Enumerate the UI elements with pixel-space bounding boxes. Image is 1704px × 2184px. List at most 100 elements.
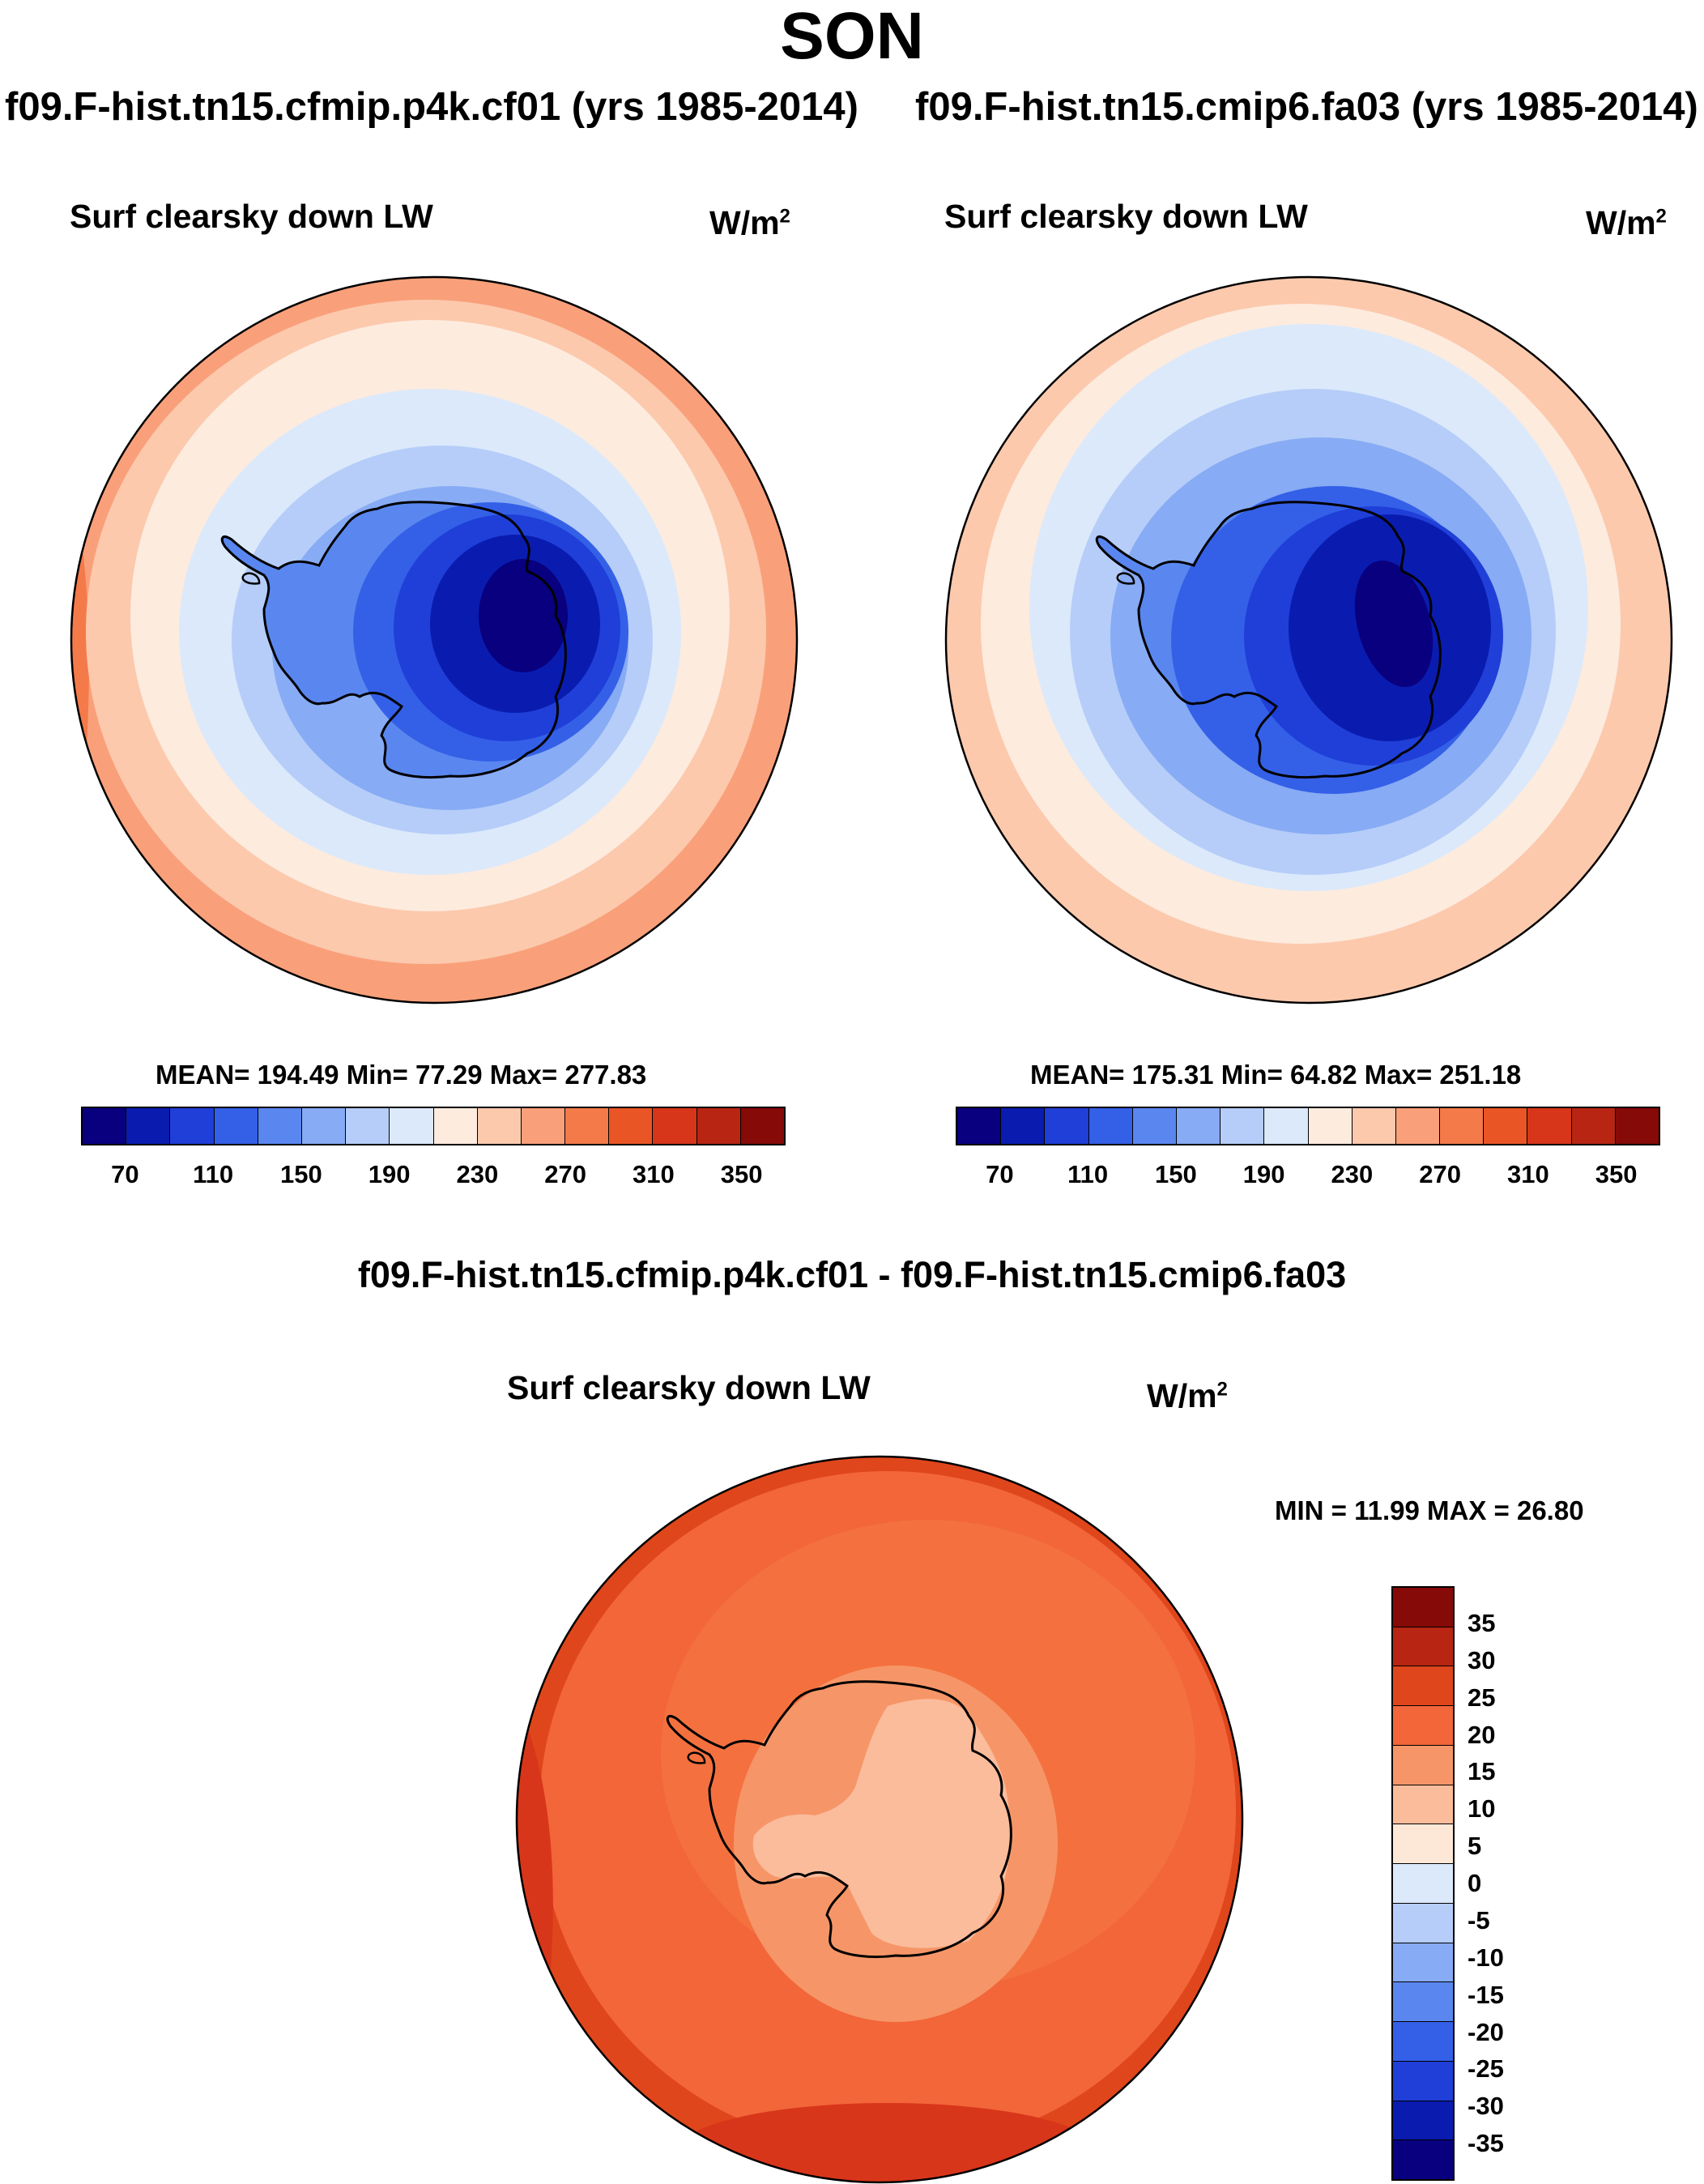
colorbar-box <box>1220 1108 1265 1144</box>
left-panel-units: W/m2 <box>709 204 790 241</box>
colorbar-tick-label: 270 <box>544 1160 586 1188</box>
colorbar-tick-label: 150 <box>1155 1160 1197 1188</box>
left-panel-title: Surf clearsky down LW <box>70 198 433 235</box>
colorbar-tick-label: 70 <box>111 1160 139 1188</box>
colorbar-box <box>346 1108 390 1144</box>
right-panel-title: Surf clearsky down LW <box>944 198 1308 235</box>
colorbar-box <box>1393 1903 1453 1943</box>
contour-fill-70 <box>1354 560 1433 688</box>
colorbar-box <box>1088 1108 1133 1144</box>
colorbar-box <box>1264 1108 1309 1144</box>
diff-panel-stats: MIN = 11.99 MAX = 26.80 <box>1275 1495 1584 1525</box>
colorbar-box <box>1393 1706 1453 1746</box>
colorbar-tick-label: 230 <box>456 1160 499 1188</box>
colorbar-box <box>1393 2022 1453 2062</box>
colorbar-tick-label: 25 <box>1468 1683 1496 1712</box>
colorbar-box <box>1132 1108 1177 1144</box>
colorbar-box <box>258 1108 302 1144</box>
colorbar-tick-label: 230 <box>1331 1160 1374 1188</box>
colorbar-tick-label: 350 <box>720 1160 763 1188</box>
right-panel-units: W/m2 <box>1586 204 1667 241</box>
difference-title: f09.F-hist.tn15.cfmip.p4k.cf01 - f09.F-h… <box>357 1254 1347 1295</box>
colorbar-tick-label: 350 <box>1595 1160 1638 1188</box>
colorbar-tick-label: 20 <box>1468 1720 1496 1749</box>
colorbar-tick-label: 270 <box>1419 1160 1461 1188</box>
colorbar-box <box>1484 1108 1528 1144</box>
colorbar-box <box>1393 1943 1453 1983</box>
colorbar-box <box>1001 1108 1046 1144</box>
colorbar-box <box>1393 2101 1453 2141</box>
colorbar-box <box>653 1108 697 1144</box>
colorbar-box <box>1393 1666 1453 1707</box>
season-title: SON <box>780 0 924 73</box>
colorbar-box <box>1393 1588 1453 1627</box>
colorbar-tick-label: 70 <box>986 1160 1014 1188</box>
colorbar-tick-label: 310 <box>633 1160 675 1188</box>
colorbar-tick-label: -5 <box>1468 1905 1490 1934</box>
right-colorbar <box>956 1107 1660 1145</box>
colorbar-tick-label: 190 <box>368 1160 411 1188</box>
colorbar-box <box>214 1108 258 1144</box>
colorbar-tick-label: 15 <box>1468 1757 1496 1786</box>
left-panel-stats: MEAN= 194.49 Min= 77.29 Max= 277.83 <box>155 1060 647 1090</box>
colorbar-box <box>477 1108 522 1144</box>
colorbar-box <box>126 1108 171 1144</box>
colorbar-box <box>170 1108 215 1144</box>
colorbar-tick-label: 190 <box>1242 1160 1285 1188</box>
colorbar-tick-label: -25 <box>1468 2054 1504 2084</box>
colorbar-tick-label: 310 <box>1507 1160 1549 1188</box>
map-boundary <box>70 275 799 1005</box>
colorbar-box <box>433 1108 478 1144</box>
left-colorbar-labels: 70 110 150 190 230 270 310 350 <box>81 1160 786 1192</box>
colorbar-box <box>740 1108 784 1144</box>
colorbar-tick-label: 110 <box>1067 1160 1109 1188</box>
colorbar-box <box>1393 2140 1453 2180</box>
colorbar-box <box>1393 1864 1453 1904</box>
colorbar-tick-label: 10 <box>1468 1794 1496 1824</box>
colorbar-box <box>1393 1627 1453 1667</box>
colorbar-box <box>1045 1108 1089 1144</box>
colorbar-box <box>1308 1108 1353 1144</box>
colorbar-box <box>1393 1785 1453 1825</box>
contour-fill-10 <box>752 1699 1010 1948</box>
colorbar-tick-label: 35 <box>1468 1608 1496 1637</box>
colorbar-box <box>609 1108 654 1144</box>
colorbar-tick-label: -10 <box>1468 1943 1504 1972</box>
colorbar-box <box>1571 1108 1616 1144</box>
colorbar-tick-label: 5 <box>1468 1832 1482 1861</box>
map-boundary <box>944 275 1673 1005</box>
colorbar-box <box>1527 1108 1572 1144</box>
colorbar-tick-label: 0 <box>1468 1869 1482 1897</box>
colorbar-box <box>390 1108 434 1144</box>
contour-fill-70 <box>479 559 568 672</box>
colorbar-box <box>1393 1745 1453 1785</box>
left-run-title: f09.F-hist.tn15.cfmip.p4k.cf01 (yrs 1985… <box>5 85 858 129</box>
right-polar-map <box>944 275 1673 1005</box>
colorbar-tick-label: -35 <box>1468 2129 1504 2158</box>
colorbar-tick-label: 150 <box>280 1160 322 1188</box>
colorbar-tick-label: -30 <box>1468 2092 1504 2121</box>
colorbar-tick-label: -20 <box>1468 2017 1504 2046</box>
colorbar-box <box>697 1108 741 1144</box>
colorbar-box <box>1393 1824 1453 1865</box>
right-colorbar-labels: 70 110 150 190 230 270 310 350 <box>956 1160 1660 1192</box>
colorbar-box <box>1395 1108 1441 1144</box>
left-polar-map <box>70 275 799 1005</box>
right-panel-stats: MEAN= 175.31 Min= 64.82 Max= 251.18 <box>1030 1060 1522 1090</box>
diff-polar-map <box>515 1455 1244 2184</box>
colorbar-box <box>1176 1108 1221 1144</box>
colorbar-box <box>83 1108 127 1144</box>
colorbar-tick-label: -15 <box>1468 1980 1504 2009</box>
colorbar-box <box>1393 1982 1453 2023</box>
diff-panel-title: Surf clearsky down LW <box>507 1369 871 1406</box>
diff-panel-units: W/m2 <box>1147 1377 1228 1414</box>
colorbar-box <box>1393 2061 1453 2101</box>
colorbar-box <box>565 1108 610 1144</box>
colorbar-box <box>301 1108 347 1144</box>
diff-colorbar <box>1391 1586 1455 2181</box>
colorbar-box <box>1352 1108 1396 1144</box>
colorbar-box <box>957 1108 1002 1144</box>
colorbar-box <box>521 1108 566 1144</box>
left-colorbar <box>81 1107 786 1145</box>
colorbar-box <box>1440 1108 1485 1144</box>
